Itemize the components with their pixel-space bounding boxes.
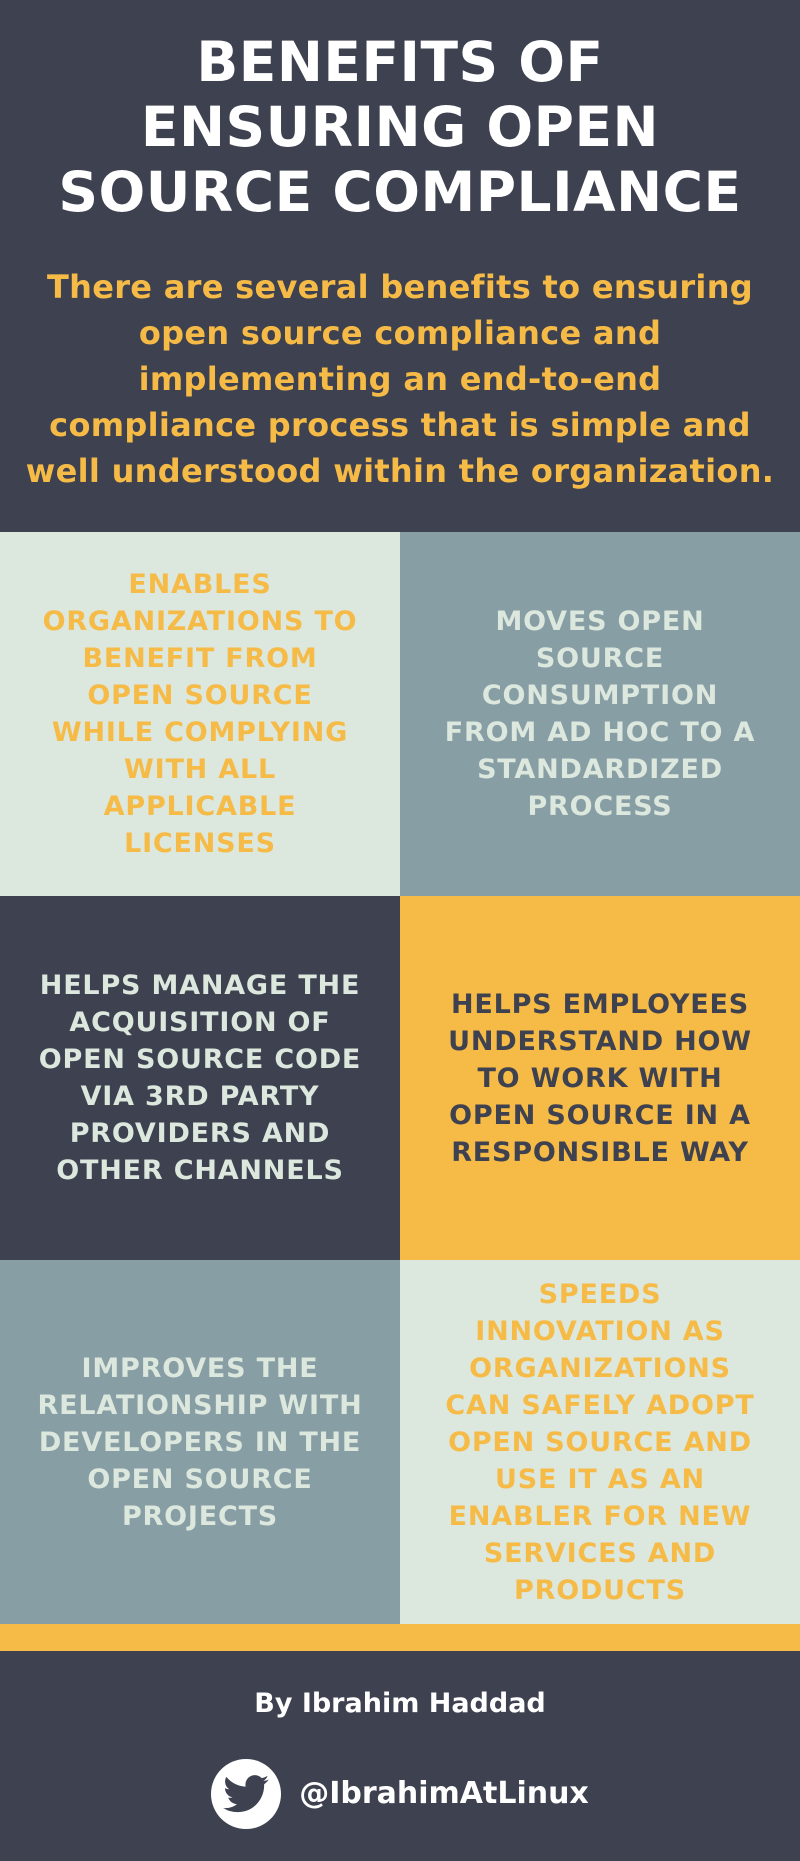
twitter-bird-icon	[211, 1759, 282, 1829]
benefit-text: ENABLES ORGANIZATIONS TO BENEFIT FROM OP…	[42, 569, 358, 859]
benefit-card: SPEEDS INNOVATION AS ORGANIZATIONS CAN S…	[400, 1260, 800, 1624]
benefit-text: MOVES OPEN SOURCE CONSUMPTION FROM AD HO…	[444, 606, 756, 822]
benefits-grid: ENABLES ORGANIZATIONS TO BENEFIT FROM OP…	[0, 532, 800, 1624]
benefit-card: IMPROVES THE RELATIONSHIP WITH DEVELOPER…	[0, 1260, 400, 1624]
footer-section: By Ibrahim Haddad @IbrahimAtLinux	[0, 1651, 800, 1861]
benefit-text: HELPS MANAGE THE ACQUISITION OF OPEN SOU…	[38, 970, 362, 1186]
benefit-card: HELPS EMPLOYEES UNDERSTAND HOW TO WORK W…	[400, 896, 800, 1260]
benefit-text: IMPROVES THE RELATIONSHIP WITH DEVELOPER…	[37, 1352, 363, 1532]
benefit-text: HELPS EMPLOYEES UNDERSTAND HOW TO WORK W…	[448, 988, 752, 1168]
page-title: BENEFITS OF ENSURING OPEN SOURCE COMPLIA…	[58, 30, 742, 224]
author-credit: By Ibrahim Haddad	[254, 1688, 546, 1719]
intro-text: There are several benefits to ensuring o…	[25, 268, 775, 490]
accent-divider	[0, 1624, 800, 1651]
benefit-card: MOVES OPEN SOURCE CONSUMPTION FROM AD HO…	[400, 532, 800, 896]
benefit-text: SPEEDS INNOVATION AS ORGANIZATIONS CAN S…	[445, 1278, 755, 1606]
benefit-card: ENABLES ORGANIZATIONS TO BENEFIT FROM OP…	[0, 532, 400, 896]
header-section: BENEFITS OF ENSURING OPEN SOURCE COMPLIA…	[0, 0, 800, 532]
twitter-handle: @IbrahimAtLinux	[299, 1776, 589, 1811]
benefit-card: HELPS MANAGE THE ACQUISITION OF OPEN SOU…	[0, 896, 400, 1260]
twitter-link[interactable]: @IbrahimAtLinux	[0, 1758, 800, 1830]
